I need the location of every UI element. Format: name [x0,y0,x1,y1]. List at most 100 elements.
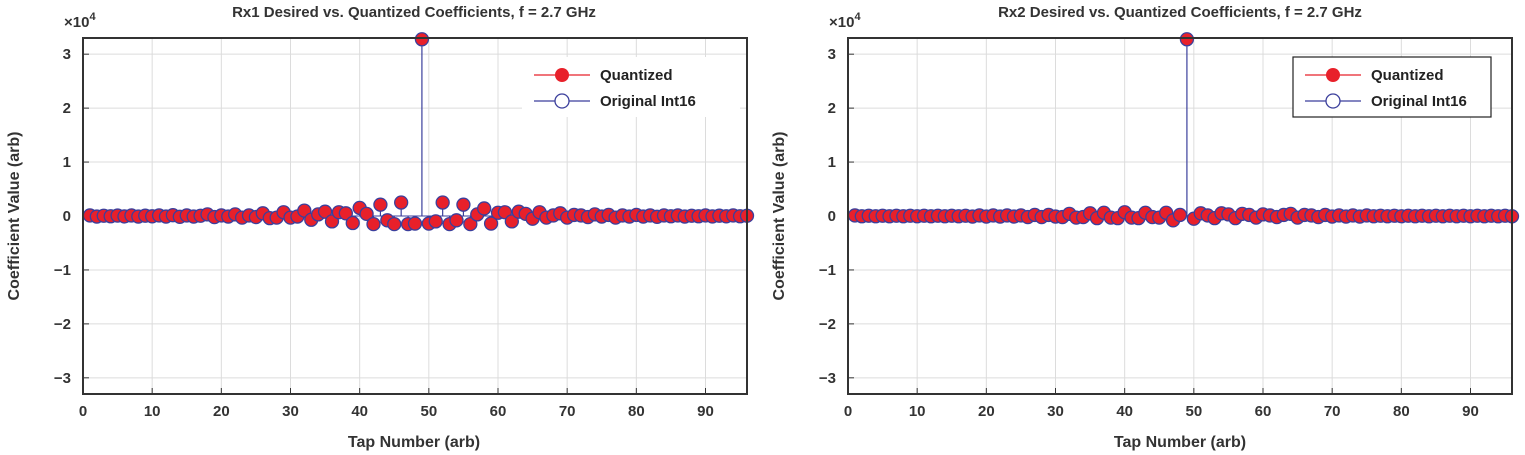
point-quantized [477,201,491,215]
y-tick-label: 2 [63,100,71,117]
legend-box [1292,56,1492,118]
point-original [428,214,443,229]
y-tick-label: −2 [54,316,71,333]
x-tick-label: 40 [351,403,368,420]
x-tick-label: 30 [282,403,299,420]
x-tick-label: 90 [697,403,714,420]
legend-marker-filled-circle [555,68,569,82]
x-tick-label: 80 [628,403,645,420]
x-tick-label: 20 [213,403,230,420]
x-tick-label: 80 [1393,403,1410,420]
point-original [359,206,374,221]
x-tick-label: 20 [978,403,995,420]
point-quantized [429,214,443,228]
point-original [338,206,353,221]
x-tick-label: 50 [1185,403,1202,420]
x-axis-label: Tap Number (arb) [1114,434,1246,451]
point-original [324,214,340,229]
point-original [297,203,312,218]
point-original [345,215,360,231]
y-tick-label: 3 [828,46,836,63]
point-quantized [456,198,470,212]
y-tick-label: 2 [828,100,836,117]
legend-label: Original Int16 [600,93,696,110]
point-original [407,216,423,231]
point-original [449,213,464,228]
point-original [477,201,492,216]
point-quantized [415,32,429,46]
point-original [414,32,430,47]
legend-label: Original Int16 [1371,93,1467,110]
point-original [504,214,519,229]
point-quantized [318,205,332,219]
point-quantized [346,216,360,230]
chart-rx1: Rx1 Desired vs. Quantized Coefficients, … [6,4,755,451]
y-tick-label: 1 [63,154,71,171]
y-tick-label: −3 [54,370,71,387]
x-tick-label: 60 [1255,403,1272,420]
point-original [387,216,402,232]
point-original [1172,207,1188,223]
point-original [373,197,388,212]
point-quantized [367,217,380,231]
point-original [483,216,499,231]
x-tick-label: 90 [1462,403,1479,420]
x-tick-label: 50 [420,403,437,420]
x-axis-label: Tap Number (arb) [348,434,480,451]
chart-title: Rx1 Desired vs. Quantized Coefficients, … [232,4,596,21]
point-quantized [463,217,477,231]
y-tick-label: 0 [63,208,71,225]
x-tick-label: 40 [1116,403,1133,420]
x-tick-label: 70 [559,403,576,420]
point-quantized [394,196,408,210]
point-quantized [484,217,498,231]
point-quantized [450,213,463,227]
point-original [497,205,513,220]
point-quantized [1180,32,1194,46]
y-tick-label: −2 [819,316,836,333]
point-quantized [408,217,422,231]
point-original [463,216,478,232]
y-tick-label: 0 [828,208,836,225]
x-tick-label: 30 [1047,403,1064,420]
y-multiplier: ×104 [829,11,861,31]
point-original [1179,32,1195,47]
x-tick-label: 60 [490,403,507,420]
axes-box [847,37,1513,395]
point-original [317,204,333,219]
y-axis-label: Coefficient Value (arb) [771,132,788,301]
point-quantized [1173,208,1187,222]
legend: Quantized Original Int16 [1292,56,1492,118]
x-tick-label: 10 [144,403,161,420]
x-tick-label: 0 [844,403,852,420]
y-multiplier: ×104 [64,11,96,31]
legend: Quantized Original Int16 [522,57,740,117]
point-quantized [360,207,374,221]
y-tick-label: −1 [819,262,836,279]
x-tick-label: 10 [909,403,926,420]
y-tick-label: −3 [819,370,836,387]
point-quantized [436,196,450,210]
x-tick-label: 70 [1324,403,1341,420]
legend-marker-filled-circle [1326,68,1340,82]
y-tick-label: 3 [63,46,71,63]
point-quantized [373,198,387,212]
point-quantized [505,214,519,228]
point-original [435,195,450,210]
x-tick-label: 0 [79,403,87,420]
point-quantized [339,206,353,220]
point-original [456,197,471,212]
legend-marker-open-circle [1325,93,1341,109]
y-tick-label: 1 [828,154,836,171]
point-original [366,216,381,232]
axes-box [82,37,748,395]
chart-title: Rx2 Desired vs. Quantized Coefficients, … [998,4,1362,21]
chart-rx2: Rx2 Desired vs. Quantized Coefficients, … [771,4,1520,451]
point-quantized [387,217,401,231]
legend-label: Quantized [600,67,673,84]
point-original [394,195,409,210]
y-axis-label: Coefficient Value (arb) [6,132,23,301]
legend-label: Quantized [1371,67,1444,84]
y-tick-label: −1 [54,262,71,279]
